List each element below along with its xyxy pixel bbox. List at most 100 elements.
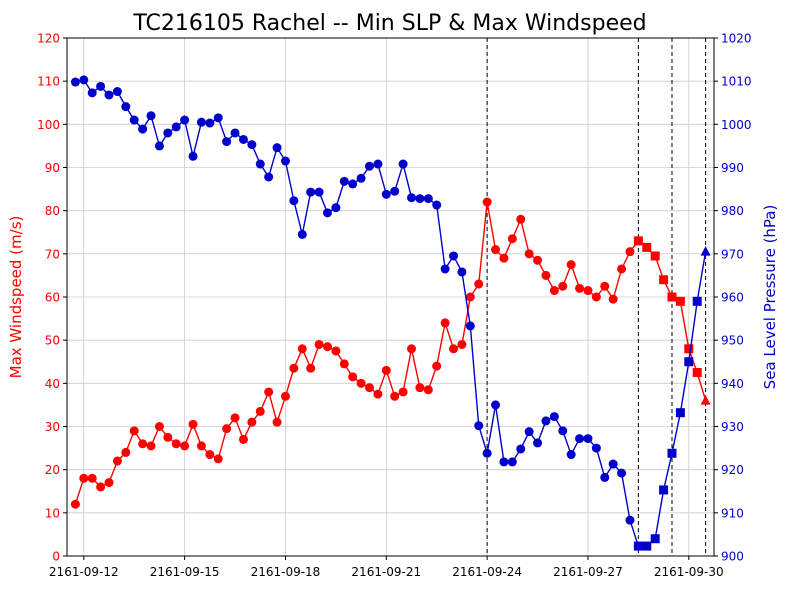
data-point xyxy=(121,447,131,457)
data-point xyxy=(138,124,148,134)
x-axis: 2161-09-12 2161-09-15 2161-09-18 2161-09-21… xyxy=(49,556,724,579)
data-point xyxy=(121,102,131,112)
data-point xyxy=(474,421,484,431)
data-point xyxy=(280,156,290,166)
data-point xyxy=(129,115,139,125)
data-point xyxy=(188,419,198,429)
y-left-tick-label: 30 xyxy=(45,420,60,434)
data-point xyxy=(339,359,349,369)
data-point xyxy=(180,115,190,125)
data-point xyxy=(255,159,265,169)
data-point xyxy=(398,159,408,169)
data-point xyxy=(104,90,114,100)
data-point xyxy=(331,346,341,356)
data-point xyxy=(70,77,80,87)
data-point xyxy=(87,473,97,483)
x-tick-label: 2161-09-27 xyxy=(553,565,623,579)
data-point xyxy=(247,417,257,427)
data-point xyxy=(482,448,492,458)
data-point xyxy=(617,468,627,478)
data-point xyxy=(625,515,635,525)
y-left-tick-label: 120 xyxy=(37,32,60,46)
data-point xyxy=(449,251,459,261)
data-point xyxy=(129,426,139,436)
y-right-tick-label: 980 xyxy=(721,204,744,218)
data-point xyxy=(575,283,585,293)
data-point xyxy=(306,187,316,197)
data-point xyxy=(633,541,643,551)
data-point xyxy=(633,236,643,246)
data-point xyxy=(390,186,400,196)
data-point xyxy=(692,368,702,378)
data-point xyxy=(432,361,442,371)
data-point xyxy=(558,281,568,291)
data-point xyxy=(684,357,694,367)
data-point xyxy=(339,176,349,186)
data-point xyxy=(112,456,122,466)
data-point xyxy=(96,482,106,492)
data-point xyxy=(205,118,215,128)
left-axis-label: Max Windspeed (m/s) xyxy=(7,216,25,379)
data-point xyxy=(650,251,660,261)
data-point xyxy=(154,422,164,431)
data-point xyxy=(297,229,307,239)
data-point xyxy=(87,88,97,98)
data-point xyxy=(482,197,492,207)
x-tick-label: 2161-09-18 xyxy=(251,565,321,579)
y-right-tick-label: 950 xyxy=(721,334,744,348)
data-point xyxy=(171,439,181,449)
data-point xyxy=(440,318,450,328)
x-tick-label: 2161-09-21 xyxy=(351,565,421,579)
y-left-tick-label: 80 xyxy=(45,204,60,218)
data-point xyxy=(146,111,156,121)
data-point xyxy=(213,113,223,123)
x-tick-label: 2161-09-12 xyxy=(49,565,119,579)
data-point xyxy=(154,141,164,151)
data-point xyxy=(163,432,173,442)
data-point xyxy=(322,342,332,352)
data-point xyxy=(356,378,366,388)
data-point xyxy=(465,321,475,331)
y-left-tick-label: 60 xyxy=(45,291,60,305)
data-point xyxy=(524,249,534,259)
data-point xyxy=(415,194,425,204)
data-point xyxy=(583,286,593,296)
data-point xyxy=(314,339,324,349)
data-point xyxy=(650,534,660,544)
left-y-axis: 0 10 20 30 40 50 60 70 80 90 100 110 120 xyxy=(37,32,67,564)
data-point xyxy=(381,365,391,375)
data-point xyxy=(566,260,576,270)
data-point xyxy=(348,179,358,189)
y-left-tick-label: 70 xyxy=(45,247,60,261)
data-point xyxy=(289,196,299,206)
data-point xyxy=(549,412,559,422)
data-point xyxy=(499,253,509,263)
data-point xyxy=(138,439,148,449)
data-point xyxy=(583,434,593,444)
x-tick-label: 2161-09-15 xyxy=(150,565,220,579)
data-point xyxy=(659,275,669,285)
data-point xyxy=(558,426,568,436)
data-point xyxy=(104,478,114,488)
data-point xyxy=(230,413,240,423)
data-point xyxy=(255,406,265,416)
data-point xyxy=(213,454,223,464)
y-right-tick-label: 1000 xyxy=(721,118,752,132)
data-point xyxy=(331,203,341,213)
series-right xyxy=(70,75,711,551)
data-point xyxy=(280,391,290,401)
data-point xyxy=(457,267,467,277)
y-left-tick-label: 10 xyxy=(45,506,60,520)
data-point xyxy=(364,383,374,393)
y-left-tick-label: 0 xyxy=(52,550,60,564)
data-point xyxy=(474,279,484,289)
right-axis-label: Sea Level Pressure (hPa) xyxy=(761,205,779,390)
data-point xyxy=(398,387,408,397)
y-left-tick-label: 90 xyxy=(45,161,60,175)
data-point xyxy=(700,246,711,256)
data-point xyxy=(684,344,694,354)
data-point xyxy=(247,140,257,150)
y-left-tick-label: 20 xyxy=(45,463,60,477)
